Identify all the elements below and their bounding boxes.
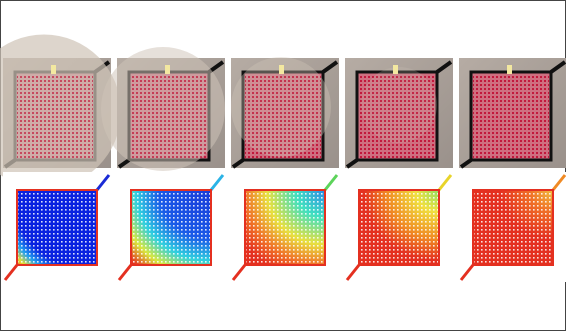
photo-panel (345, 58, 453, 168)
photo-panel (231, 57, 339, 168)
device-grid (17, 74, 93, 158)
device-grid (473, 74, 549, 158)
inlet-marker (393, 65, 398, 74)
flow-grid (474, 191, 552, 264)
photo-panel (101, 47, 225, 171)
flow-grid (360, 191, 438, 264)
simulation-panel (231, 172, 339, 282)
simulation-panel (345, 172, 453, 282)
flow-grid (246, 191, 324, 264)
flow-grid (18, 191, 96, 264)
inlet-marker (165, 65, 170, 74)
device-grid (359, 74, 435, 158)
device-grid (245, 74, 321, 158)
photo-panel (459, 58, 566, 168)
figure (0, 0, 566, 331)
simulation-panel (459, 172, 566, 282)
device-grid (131, 74, 207, 158)
simulation-panel (117, 172, 225, 282)
flow-grid (132, 191, 210, 264)
simulation-panel (3, 172, 111, 282)
inlet-marker (507, 65, 512, 74)
inlet-marker (51, 65, 56, 74)
inlet-marker (279, 65, 284, 74)
